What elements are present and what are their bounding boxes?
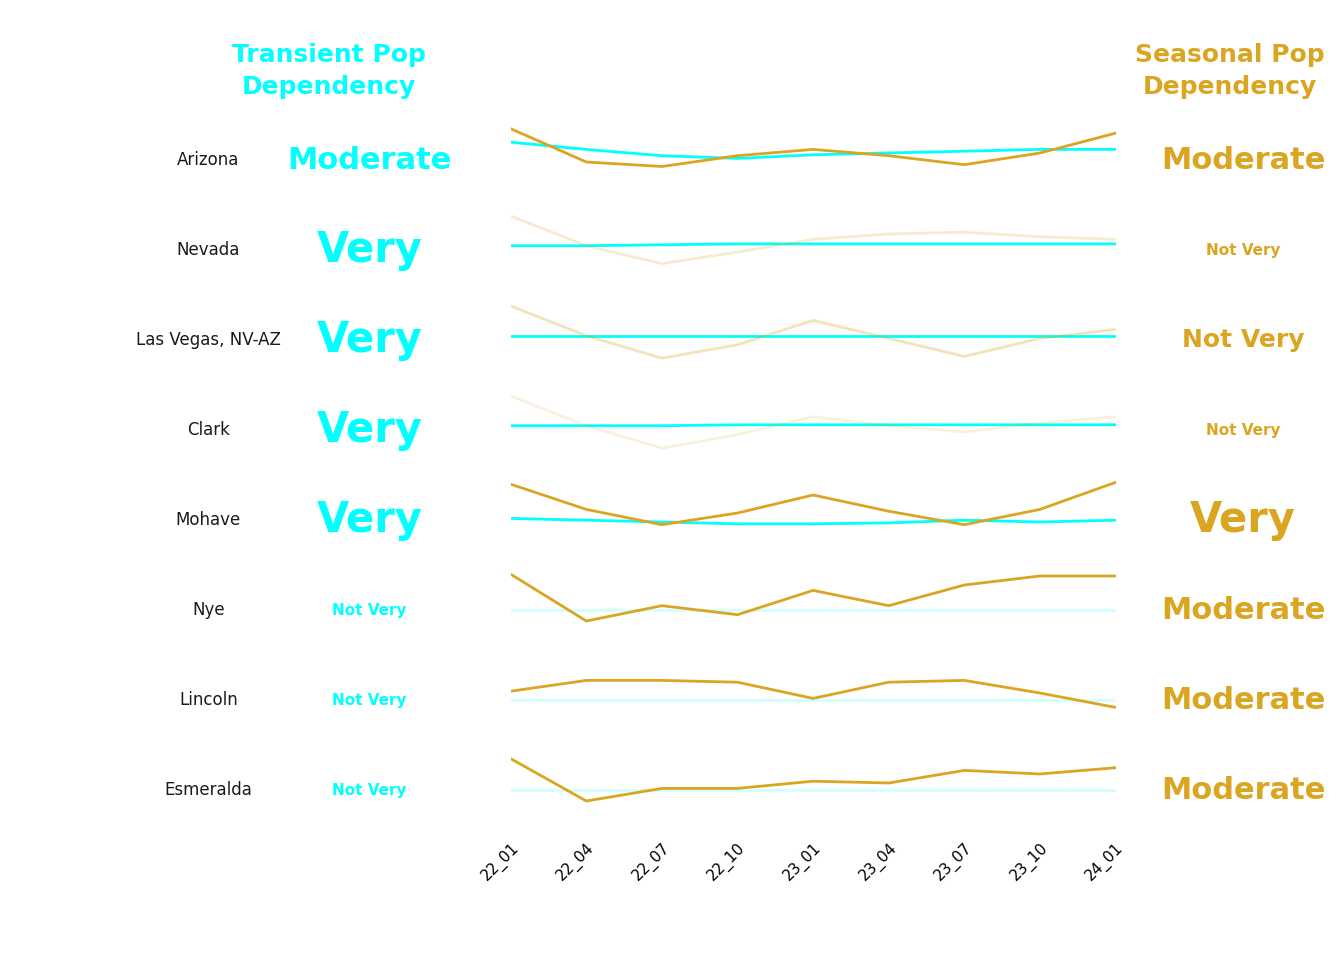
Text: 23_07: 23_07 bbox=[931, 840, 976, 884]
Text: Moderate: Moderate bbox=[1161, 776, 1325, 804]
Text: Nevada: Nevada bbox=[176, 241, 241, 259]
Text: Nye: Nye bbox=[192, 601, 224, 619]
Text: 23_04: 23_04 bbox=[856, 840, 900, 884]
Text: 22_01: 22_01 bbox=[478, 840, 523, 884]
Text: 22_07: 22_07 bbox=[629, 840, 673, 884]
Text: Moderate: Moderate bbox=[1161, 146, 1325, 175]
Text: Transient Pop
Dependency: Transient Pop Dependency bbox=[233, 43, 426, 99]
Text: 23_01: 23_01 bbox=[781, 840, 825, 884]
Text: Not Very: Not Very bbox=[1206, 422, 1281, 438]
Text: Very: Very bbox=[317, 319, 422, 361]
Text: Not Very: Not Very bbox=[332, 603, 407, 617]
Text: 23_10: 23_10 bbox=[1007, 840, 1051, 884]
Text: 24_01: 24_01 bbox=[1083, 840, 1128, 884]
Text: Moderate: Moderate bbox=[288, 146, 452, 175]
Text: Not Very: Not Very bbox=[332, 782, 407, 798]
Text: Las Vegas, NV-AZ: Las Vegas, NV-AZ bbox=[136, 331, 281, 349]
Text: 22_04: 22_04 bbox=[554, 840, 598, 884]
Text: Arizona: Arizona bbox=[177, 152, 239, 169]
Text: Clark: Clark bbox=[187, 421, 230, 440]
Text: Very: Very bbox=[317, 409, 422, 451]
Text: Very: Very bbox=[1191, 499, 1296, 541]
Text: Very: Very bbox=[317, 229, 422, 272]
Text: Moderate: Moderate bbox=[1161, 596, 1325, 625]
Text: Not Very: Not Very bbox=[1181, 328, 1305, 352]
Text: Very: Very bbox=[317, 499, 422, 541]
Text: Lincoln: Lincoln bbox=[179, 691, 238, 709]
Text: Not Very: Not Very bbox=[1206, 243, 1281, 257]
Text: 22_10: 22_10 bbox=[704, 840, 749, 884]
Text: Mohave: Mohave bbox=[176, 511, 241, 529]
Text: Seasonal Pop
Dependency: Seasonal Pop Dependency bbox=[1134, 43, 1325, 99]
Text: Moderate: Moderate bbox=[1161, 685, 1325, 714]
Text: Not Very: Not Very bbox=[332, 693, 407, 708]
Text: Esmeralda: Esmeralda bbox=[164, 781, 253, 799]
